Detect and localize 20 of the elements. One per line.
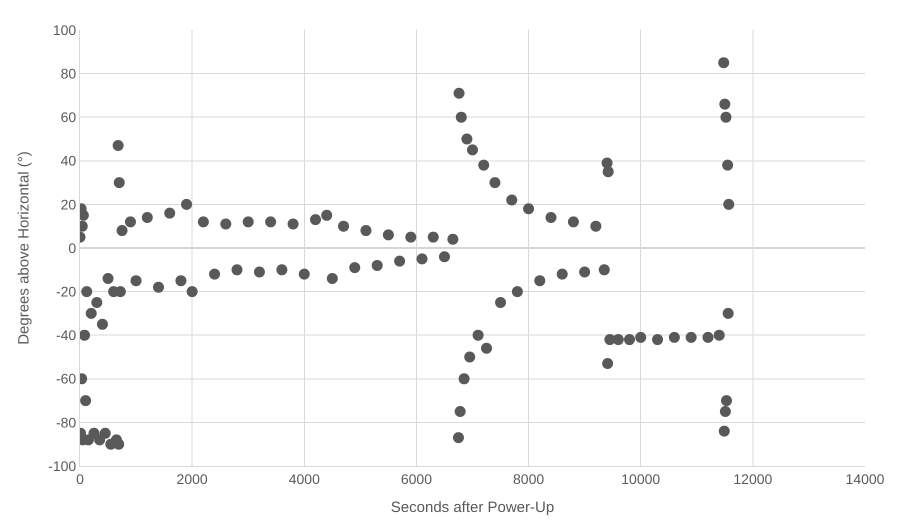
y-tick-label: 0 xyxy=(68,240,76,256)
y-tick-label: 100 xyxy=(52,22,76,38)
x-tick-label: 6000 xyxy=(400,470,432,487)
y-tick-label: -60 xyxy=(56,370,76,387)
x-tick-label: 4000 xyxy=(288,470,320,487)
y-tick-label: -40 xyxy=(56,327,76,344)
y-tick-label: -100 xyxy=(48,458,76,474)
y-tick-label: -80 xyxy=(56,414,76,430)
x-tick-label: 8000 xyxy=(512,470,544,487)
y-tick-label: -20 xyxy=(56,284,76,300)
x-tick-label: 14000 xyxy=(846,470,885,487)
y-tick-label: 40 xyxy=(60,152,76,169)
y-axis-title: Degrees above Horizontal (°) xyxy=(15,151,32,345)
y-tick-label: 20 xyxy=(60,196,76,212)
x-tick-label: 10000 xyxy=(621,470,660,487)
y-tick-label: 80 xyxy=(60,66,76,82)
y-tick-label: 60 xyxy=(60,109,76,126)
x-tick-label: 2000 xyxy=(176,470,208,487)
x-tick-label: 12000 xyxy=(733,470,773,487)
x-axis-title: Seconds after Power-Up xyxy=(390,498,554,516)
